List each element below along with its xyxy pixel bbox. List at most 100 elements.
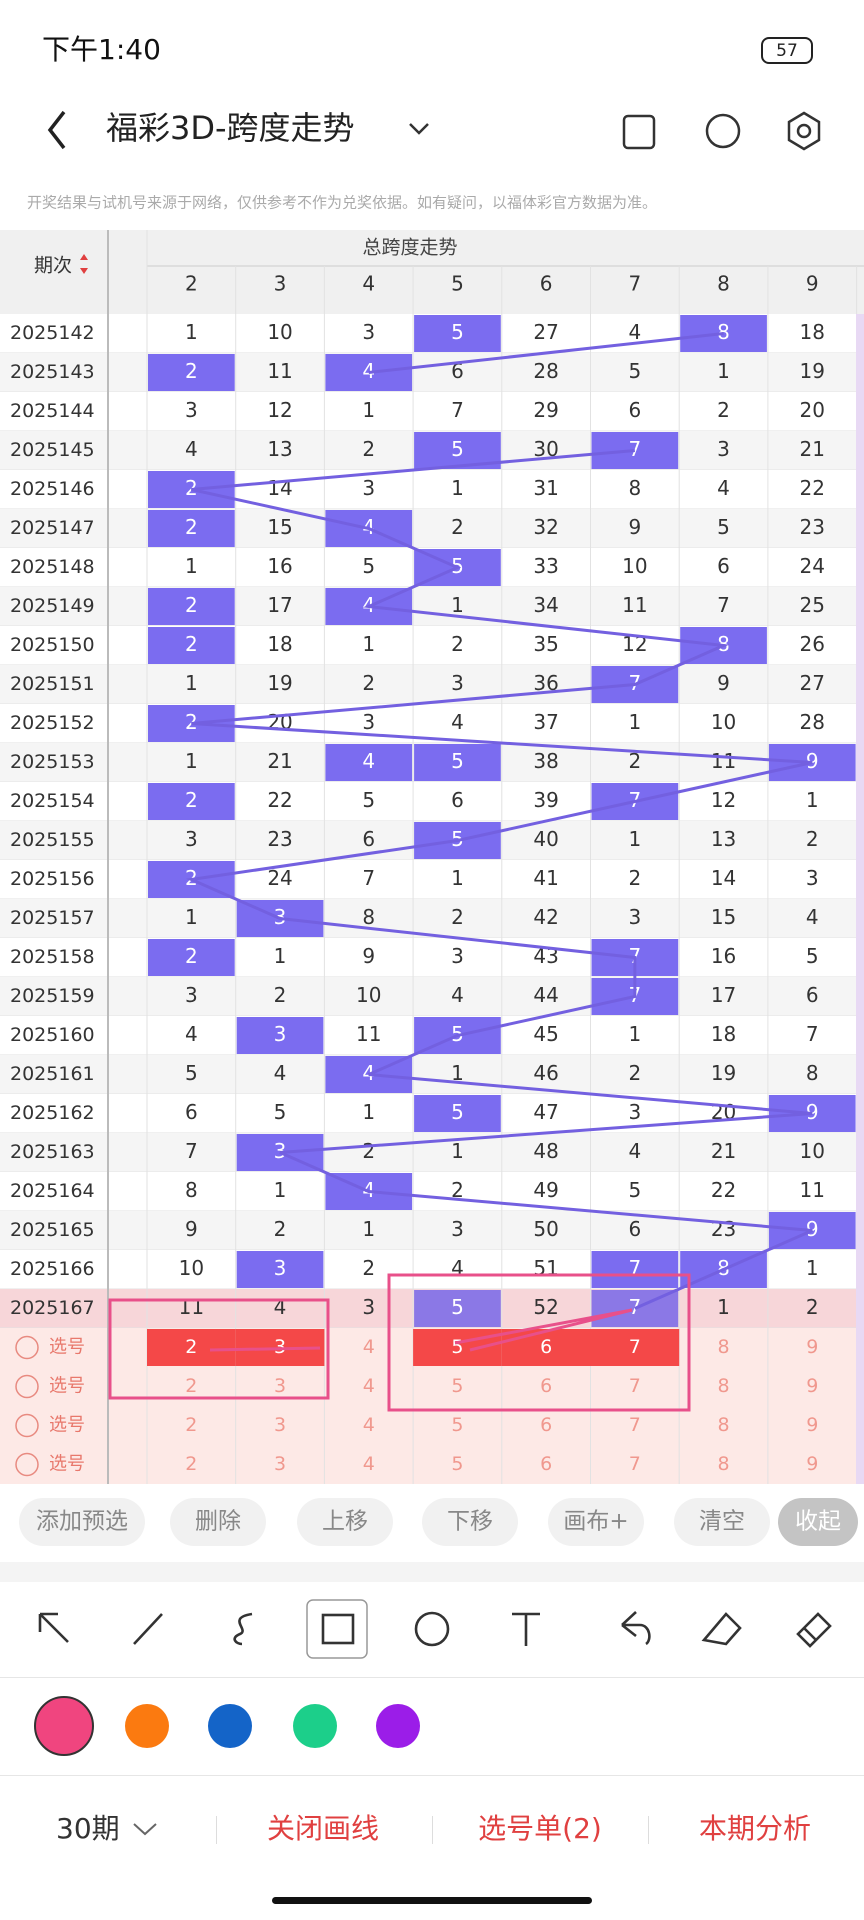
cell: 1 xyxy=(628,710,641,734)
select-number[interactable]: 5 xyxy=(451,1375,463,1397)
period: 2025164 xyxy=(10,1180,95,1202)
cell: 16 xyxy=(711,944,736,968)
tool-curve[interactable] xyxy=(233,1612,253,1646)
cell: 7 xyxy=(362,866,375,890)
action-button[interactable] xyxy=(674,1498,770,1546)
action-button[interactable] xyxy=(19,1498,145,1546)
action-button[interactable] xyxy=(170,1498,266,1546)
title-dropdown[interactable] xyxy=(409,123,429,135)
action-button[interactable] xyxy=(778,1498,858,1546)
select-number[interactable]: 8 xyxy=(718,1414,730,1436)
row-bg xyxy=(0,665,864,704)
tool-line[interactable] xyxy=(133,1613,163,1645)
color-blue[interactable] xyxy=(208,1704,252,1748)
select-number[interactable]: 6 xyxy=(540,1453,552,1475)
select-number[interactable]: 3 xyxy=(274,1414,286,1436)
cell: 4 xyxy=(717,476,730,500)
select-number[interactable]: 9 xyxy=(806,1336,818,1358)
tool-undo[interactable] xyxy=(621,1611,651,1646)
selected-cell[interactable] xyxy=(590,1329,680,1366)
period-select[interactable]: 30期 xyxy=(56,1812,120,1845)
select-radio xyxy=(15,1413,39,1438)
cell: 28 xyxy=(533,359,558,383)
trend-line xyxy=(185,449,813,1310)
select-number[interactable]: 7 xyxy=(629,1453,641,1475)
color-orange[interactable] xyxy=(125,1704,169,1748)
action-button[interactable] xyxy=(548,1498,644,1546)
period: 2025153 xyxy=(10,751,95,773)
cell: 21 xyxy=(267,749,292,773)
tool-rect[interactable] xyxy=(321,1613,355,1645)
select-number[interactable]: 4 xyxy=(363,1375,375,1397)
pick-list[interactable]: 选号单(2) xyxy=(478,1812,602,1845)
period: 2025160 xyxy=(10,1024,95,1046)
color-purple[interactable] xyxy=(376,1704,420,1748)
action-label: 画布+ xyxy=(563,1509,628,1535)
cell: 10 xyxy=(356,983,381,1007)
select-number[interactable]: 3 xyxy=(274,1375,286,1397)
select-number[interactable]: 4 xyxy=(363,1336,375,1358)
row-bg xyxy=(0,899,864,938)
select-number[interactable]: 2 xyxy=(185,1336,197,1358)
select-number[interactable]: 4 xyxy=(363,1453,375,1475)
period-chevron xyxy=(133,1823,157,1836)
select-number[interactable]: 7 xyxy=(629,1414,641,1436)
tool-text[interactable] xyxy=(512,1612,540,1646)
select-number[interactable]: 6 xyxy=(540,1414,552,1436)
select-number[interactable]: 9 xyxy=(806,1453,818,1475)
select-number[interactable]: 2 xyxy=(185,1375,197,1397)
cell: 1 xyxy=(451,476,464,500)
select-number[interactable]: 9 xyxy=(806,1414,818,1436)
select-number[interactable]: 2 xyxy=(185,1453,197,1475)
back-button[interactable] xyxy=(47,110,66,150)
tool-clear[interactable] xyxy=(796,1612,832,1648)
select-number[interactable]: 5 xyxy=(451,1414,463,1436)
action-button[interactable] xyxy=(422,1498,518,1546)
period: 2025143 xyxy=(10,361,95,383)
action-button[interactable] xyxy=(297,1498,393,1546)
close-lines[interactable]: 关闭画线 xyxy=(267,1812,379,1845)
cell: 2 xyxy=(185,788,198,812)
select-number[interactable]: 5 xyxy=(451,1453,463,1475)
select-number[interactable]: 8 xyxy=(718,1453,730,1475)
cell: 23 xyxy=(800,515,825,539)
select-number[interactable]: 6 xyxy=(540,1336,552,1358)
color-pink[interactable] xyxy=(34,1696,94,1756)
cell: 4 xyxy=(451,983,464,1007)
icon-settings[interactable] xyxy=(787,111,821,151)
cell: 2 xyxy=(362,437,375,461)
select-number[interactable]: 9 xyxy=(806,1375,818,1397)
select-label: 选号 xyxy=(49,1376,85,1397)
period: 2025165 xyxy=(10,1219,95,1241)
select-number[interactable]: 8 xyxy=(718,1336,730,1358)
tool-circle[interactable] xyxy=(414,1611,450,1647)
select-number[interactable]: 3 xyxy=(274,1453,286,1475)
select-number[interactable]: 4 xyxy=(363,1414,375,1436)
selected-cell[interactable] xyxy=(147,1329,236,1366)
icon-device[interactable] xyxy=(622,114,656,150)
select-number[interactable]: 7 xyxy=(629,1375,641,1397)
icon-share[interactable] xyxy=(705,113,741,149)
hit-cell xyxy=(236,1017,324,1054)
select-number[interactable]: 3 xyxy=(274,1336,286,1358)
tool-bar xyxy=(38,1599,832,1659)
cell: 5 xyxy=(362,554,375,578)
selected-cell[interactable] xyxy=(501,1329,591,1366)
period: 2025156 xyxy=(10,868,95,890)
select-number[interactable]: 2 xyxy=(185,1414,197,1436)
color-green[interactable] xyxy=(293,1704,337,1748)
cell: 14 xyxy=(711,866,736,890)
cell: 7 xyxy=(185,1139,198,1163)
row-bg xyxy=(0,1133,864,1172)
select-number[interactable]: 7 xyxy=(629,1336,641,1358)
select-number[interactable]: 8 xyxy=(718,1375,730,1397)
tool-eraser[interactable] xyxy=(701,1612,742,1646)
select-number[interactable]: 5 xyxy=(451,1336,463,1358)
cell: 3 xyxy=(185,983,198,1007)
analysis[interactable]: 本期分析 xyxy=(699,1812,811,1845)
period: 2025155 xyxy=(10,829,95,851)
select-number[interactable]: 6 xyxy=(540,1375,552,1397)
period: 2025163 xyxy=(10,1141,95,1163)
selected-cell[interactable] xyxy=(413,1329,502,1366)
tool-arrow[interactable] xyxy=(38,1612,69,1643)
